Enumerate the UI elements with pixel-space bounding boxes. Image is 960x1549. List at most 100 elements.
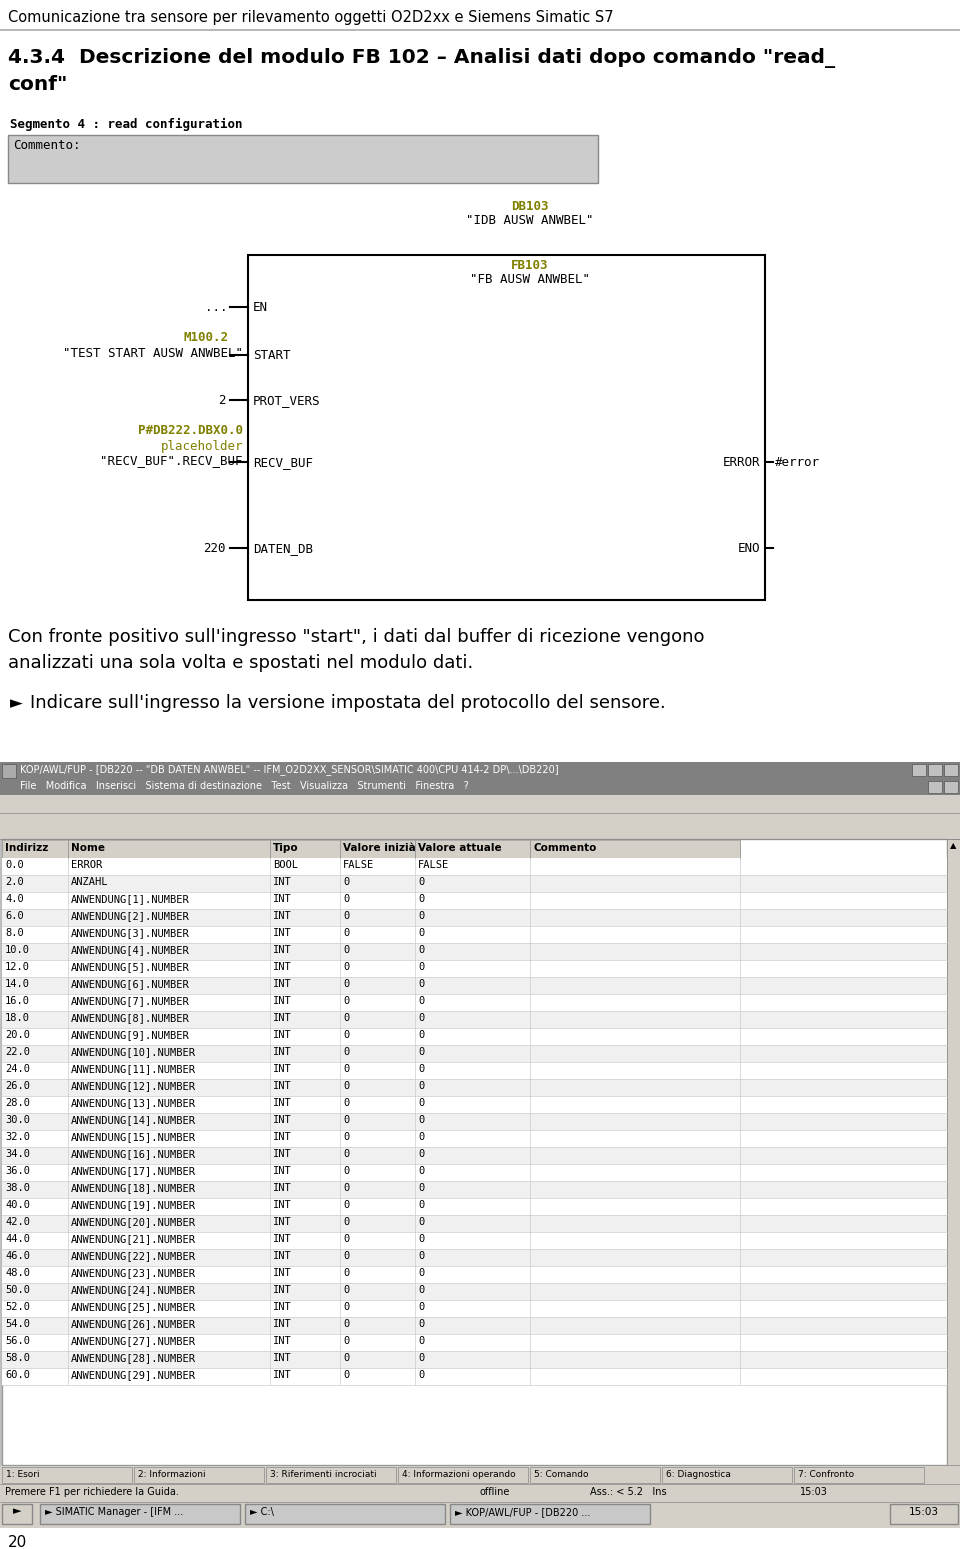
Bar: [415, 840, 530, 858]
Bar: [2, 1467, 132, 1482]
Text: 50.0: 50.0: [5, 1286, 30, 1295]
Text: 42.0: 42.0: [5, 1218, 30, 1227]
Text: Segmento 4 : read configuration: Segmento 4 : read configuration: [10, 118, 243, 132]
Text: 0: 0: [343, 911, 349, 922]
Bar: [248, 256, 765, 599]
Text: ERROR: ERROR: [723, 455, 760, 469]
Bar: [2, 1080, 947, 1097]
Text: 0: 0: [418, 996, 424, 1005]
Text: ANWENDUNG[6].NUMBER: ANWENDUNG[6].NUMBER: [71, 979, 190, 988]
Text: ANWENDUNG[7].NUMBER: ANWENDUNG[7].NUMBER: [71, 996, 190, 1005]
Text: 32.0: 32.0: [5, 1132, 30, 1142]
Text: INT: INT: [273, 1013, 292, 1022]
Text: 46.0: 46.0: [5, 1252, 30, 1261]
Text: 0: 0: [418, 962, 424, 973]
Bar: [450, 1504, 650, 1524]
Bar: [134, 1467, 264, 1482]
Text: 6: Diagnostica: 6: Diagnostica: [666, 1470, 731, 1479]
Text: INT: INT: [273, 1064, 292, 1073]
Text: BOOL: BOOL: [273, 860, 298, 871]
Bar: [0, 813, 960, 840]
Bar: [2, 1351, 947, 1368]
Bar: [928, 781, 942, 793]
Text: 0: 0: [418, 1030, 424, 1039]
Text: 0: 0: [418, 1335, 424, 1346]
Text: 20: 20: [8, 1535, 27, 1549]
Text: ANWENDUNG[22].NUMBER: ANWENDUNG[22].NUMBER: [71, 1252, 196, 1261]
Text: ANWENDUNG[14].NUMBER: ANWENDUNG[14].NUMBER: [71, 1115, 196, 1125]
Bar: [68, 840, 270, 858]
Text: INT: INT: [273, 877, 292, 888]
Text: ► C:\: ► C:\: [250, 1507, 274, 1516]
Text: 28.0: 28.0: [5, 1098, 30, 1108]
Text: 0: 0: [418, 1047, 424, 1056]
Text: Tipo: Tipo: [273, 843, 299, 853]
Text: DB103: DB103: [512, 200, 549, 214]
Text: 0: 0: [343, 1098, 349, 1108]
Text: "FB AUSW ANWBEL": "FB AUSW ANWBEL": [470, 273, 590, 287]
Text: 48.0: 48.0: [5, 1269, 30, 1278]
Text: 60.0: 60.0: [5, 1369, 30, 1380]
Text: 0: 0: [418, 1064, 424, 1073]
Text: "IDB AUSW ANWBEL": "IDB AUSW ANWBEL": [467, 214, 593, 228]
Text: PROT_VERS: PROT_VERS: [253, 393, 321, 407]
Text: ANWENDUNG[3].NUMBER: ANWENDUNG[3].NUMBER: [71, 928, 190, 939]
Text: 0: 0: [343, 877, 349, 888]
Text: INT: INT: [273, 1286, 292, 1295]
Text: 0: 0: [343, 1335, 349, 1346]
Text: INT: INT: [273, 1098, 292, 1108]
Text: Ass.: < 5.2   Ins: Ass.: < 5.2 Ins: [590, 1487, 666, 1496]
Bar: [947, 840, 960, 1465]
Bar: [2, 1146, 947, 1163]
Text: 20.0: 20.0: [5, 1030, 30, 1039]
Text: 0: 0: [418, 1149, 424, 1159]
Bar: [912, 764, 926, 776]
Text: Con fronte positivo sull'ingresso "start", i dati dal buffer di ricezione vengon: Con fronte positivo sull'ingresso "start…: [8, 627, 705, 646]
Text: ANWENDUNG[10].NUMBER: ANWENDUNG[10].NUMBER: [71, 1047, 196, 1056]
Text: ANWENDUNG[1].NUMBER: ANWENDUNG[1].NUMBER: [71, 894, 190, 905]
Bar: [2, 1300, 947, 1317]
Text: ANWENDUNG[18].NUMBER: ANWENDUNG[18].NUMBER: [71, 1183, 196, 1193]
Text: Commento:: Commento:: [13, 139, 81, 152]
Text: 18.0: 18.0: [5, 1013, 30, 1022]
Text: 0: 0: [343, 1286, 349, 1295]
Text: 36.0: 36.0: [5, 1166, 30, 1176]
Text: FALSE: FALSE: [418, 860, 449, 871]
Text: 0: 0: [418, 1013, 424, 1022]
Text: INT: INT: [273, 894, 292, 905]
Text: ANWENDUNG[12].NUMBER: ANWENDUNG[12].NUMBER: [71, 1081, 196, 1090]
Text: ► SIMATIC Manager - [IFM ...: ► SIMATIC Manager - [IFM ...: [45, 1507, 183, 1516]
Text: 2: Informazioni: 2: Informazioni: [138, 1470, 205, 1479]
Text: ...: ...: [205, 301, 228, 314]
Text: 0: 0: [343, 1115, 349, 1125]
Text: 0: 0: [343, 1200, 349, 1210]
Bar: [2, 960, 947, 977]
Text: 44.0: 44.0: [5, 1235, 30, 1244]
Text: 0: 0: [343, 1030, 349, 1039]
Text: Nome: Nome: [71, 843, 105, 853]
Text: 7: Confronto: 7: Confronto: [798, 1470, 854, 1479]
Text: 0: 0: [343, 1013, 349, 1022]
Bar: [398, 1467, 528, 1482]
Text: "TEST START AUSW ANWBEL": "TEST START AUSW ANWBEL": [63, 347, 243, 359]
Text: 0: 0: [343, 962, 349, 973]
Text: ANWENDUNG[25].NUMBER: ANWENDUNG[25].NUMBER: [71, 1303, 196, 1312]
Text: ANWENDUNG[29].NUMBER: ANWENDUNG[29].NUMBER: [71, 1369, 196, 1380]
Text: 0: 0: [343, 996, 349, 1005]
Text: INT: INT: [273, 1183, 292, 1193]
Bar: [245, 1504, 445, 1524]
Text: 16.0: 16.0: [5, 996, 30, 1005]
Text: Premere F1 per richiedere la Guida.: Premere F1 per richiedere la Guida.: [5, 1487, 179, 1496]
Bar: [0, 781, 960, 795]
Text: 0: 0: [343, 1149, 349, 1159]
Text: INT: INT: [273, 1081, 292, 1090]
Text: ANWENDUNG[20].NUMBER: ANWENDUNG[20].NUMBER: [71, 1218, 196, 1227]
Text: offline: offline: [480, 1487, 511, 1496]
Bar: [662, 1467, 792, 1482]
Text: 0: 0: [418, 1235, 424, 1244]
Text: 22.0: 22.0: [5, 1047, 30, 1056]
Bar: [2, 1504, 32, 1524]
Text: 0.0: 0.0: [5, 860, 24, 871]
Text: 0: 0: [343, 1269, 349, 1278]
Bar: [266, 1467, 396, 1482]
